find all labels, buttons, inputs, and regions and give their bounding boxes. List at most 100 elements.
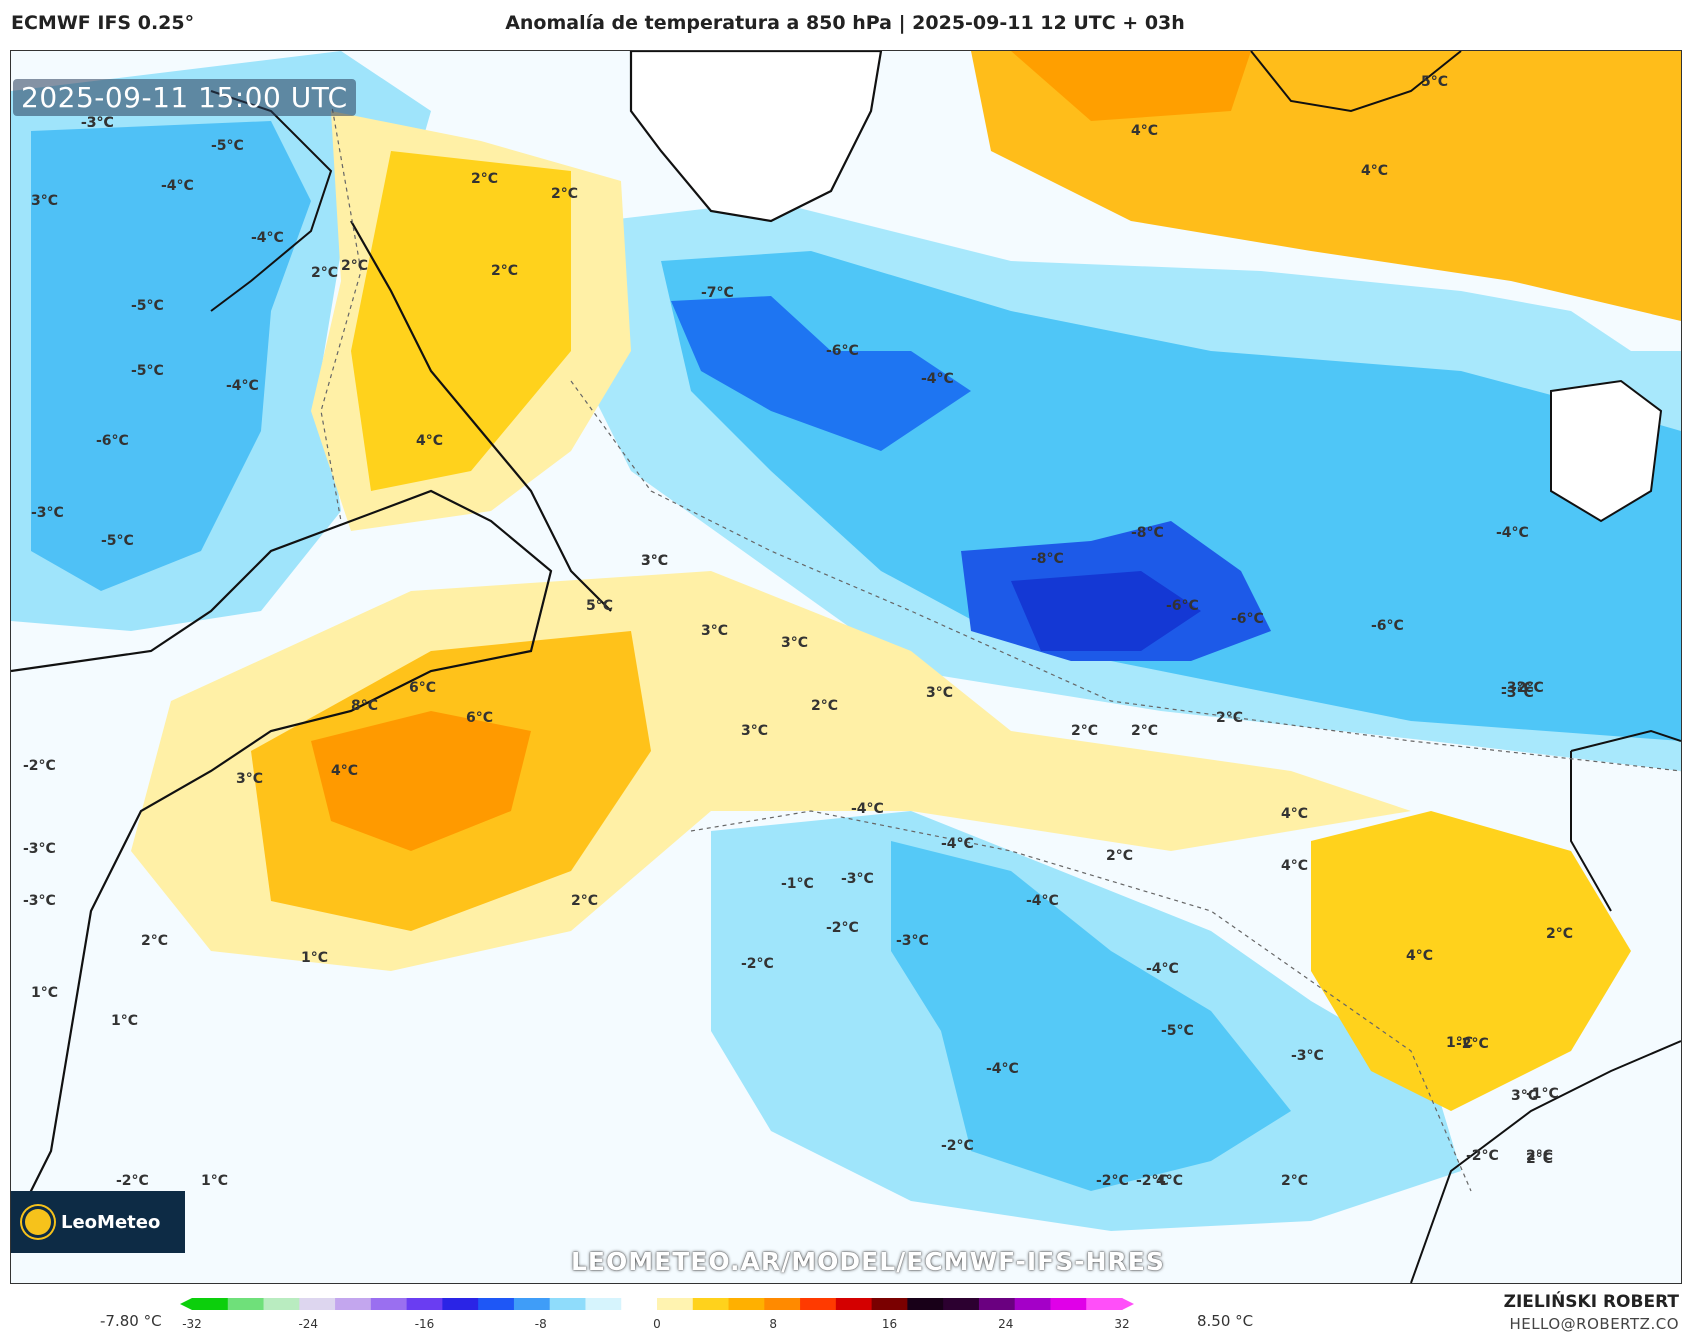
contour-label: -3°C: [81, 115, 114, 131]
warm-anomaly-canada-core: [351, 151, 571, 491]
contour-label: 2°C: [311, 265, 338, 281]
contour-label: -5°C: [131, 363, 164, 379]
colorbar-swatch: [692, 1298, 730, 1310]
contour-label: 3°C: [1511, 1088, 1538, 1104]
colorbar-swatch: [263, 1298, 300, 1310]
contour-label: 4°C: [1156, 1173, 1183, 1189]
colorbar-right-arrow: [1122, 1298, 1134, 1310]
contour-label: 1°C: [111, 1013, 138, 1029]
contour-label: 3°C: [31, 193, 58, 209]
anomaly-map: -3°C -5°C -4°C -4°C 3°C 2°C -5°C -5°C -4°C -6°C -3…: [11, 51, 1681, 1283]
contour-label: 5°C: [586, 598, 613, 614]
source-url-watermark: LEOMETEO.AR/MODEL/ECMWF-IFS-HRES: [571, 1247, 1165, 1276]
coastline-greenland: [629, 51, 883, 223]
contour-label: -6°C: [96, 433, 129, 449]
contour-zero-south: [690, 810, 1472, 1192]
contour-label: -4°C: [921, 371, 954, 387]
colorbar-swatch: [907, 1298, 944, 1310]
contour-label: -7°C: [701, 285, 734, 301]
leometeo-logo[interactable]: LeoMeteo: [11, 1191, 185, 1253]
contour-label: -5°C: [211, 138, 244, 154]
contour-label: -3°C: [1291, 1048, 1324, 1064]
contour-label: -2°C: [1456, 1036, 1489, 1052]
contour-label: 3°C: [641, 553, 668, 569]
contour-label: 2°C: [491, 263, 518, 279]
contour-label: -4°C: [251, 230, 284, 246]
contour-label: 3°C: [926, 685, 953, 701]
warm-anomaly-northeast: [971, 51, 1681, 321]
coastline-africa: [1410, 1040, 1681, 1283]
contour-label: -6°C: [826, 343, 859, 359]
contour-zero-north: [570, 380, 1681, 772]
sun-icon: [25, 1209, 51, 1235]
contour-label: 5°C: [1421, 74, 1448, 90]
contour-label: -3°C: [23, 841, 56, 857]
contour-label: -5°C: [1161, 1023, 1194, 1039]
contour-label: 4°C: [1406, 948, 1433, 964]
contour-label: -4°C: [986, 1061, 1019, 1077]
contour-label: 4°C: [1131, 123, 1158, 139]
colorbar-swatch: [621, 1298, 658, 1310]
cold-anomaly-labrador-core: [31, 121, 311, 591]
contour-label: 2°C: [571, 893, 598, 909]
colorbar-swatch: [299, 1298, 336, 1310]
contour-label: 3°C: [701, 623, 728, 639]
contour-label: 4°C: [331, 763, 358, 779]
contour-label: 2°C: [1281, 1173, 1308, 1189]
colorbar-tick-label: -8: [535, 1317, 547, 1331]
contour-label: -4°C: [1146, 961, 1179, 977]
colorbar-max-label: 8.50 °C: [1197, 1312, 1254, 1330]
colorbar-swatch: [978, 1298, 1016, 1310]
colorbar-scale: -32 -24 -16 -8 0 8 16 24 32: [180, 1298, 1134, 1331]
contour-label: -1°C: [1526, 1086, 1559, 1102]
map-panel[interactable]: -3°C -5°C -4°C -4°C 3°C 2°C -5°C -5°C -4°C -6°C -3…: [10, 50, 1682, 1284]
contour-label: 4°C: [1361, 163, 1388, 179]
colorbar-swatch: [871, 1298, 908, 1310]
colorbar-swatch: [1014, 1298, 1051, 1310]
colorbar-tick-label: -24: [298, 1317, 318, 1331]
contour-label: -4°C: [941, 836, 974, 852]
colorbar-swatch: [764, 1298, 801, 1310]
colorbar-swatch: [585, 1298, 622, 1310]
contour-label: 3°C: [781, 635, 808, 651]
colorbar-tick-label: 16: [882, 1317, 897, 1331]
contour-label: 2°C: [1131, 723, 1158, 739]
contour-label: -4°C: [226, 378, 259, 394]
contour-label: -8°C: [1031, 551, 1064, 567]
colorbar-swatch: [1050, 1298, 1087, 1310]
colorbar-tick-label: -16: [415, 1317, 435, 1331]
contour-label: 2°C: [811, 698, 838, 714]
contour-label: -2°C: [1136, 1173, 1169, 1189]
contour-label: 2°C: [471, 171, 498, 187]
contour-label: -8°C: [1131, 525, 1164, 541]
cold-anomaly-subtropical-core: [891, 841, 1291, 1191]
coastline-labrador: [350, 220, 612, 612]
contour-label: -5°C: [131, 298, 164, 314]
model-name: ECMWF IFS 0.25°: [11, 12, 195, 34]
author-email[interactable]: HELLO@ROBERTZ.CO: [1509, 1315, 1679, 1333]
contour-label: 2°C: [1526, 1151, 1553, 1167]
contour-label: 4°C: [1281, 806, 1308, 822]
contour-label: -6°C: [1371, 618, 1404, 634]
contour-label: 1°C: [201, 1173, 228, 1189]
map-title: Anomalía de temperatura a 850 hPa | 2025…: [505, 12, 1185, 34]
colorbar-tick-label: 32: [1114, 1317, 1129, 1331]
contour-label: 4°C: [1281, 858, 1308, 874]
contour-label: -3°C: [841, 871, 874, 887]
colorbar-swatch: [728, 1298, 765, 1310]
contour-label: 2°C: [1216, 710, 1243, 726]
contour-label: -2°C: [741, 956, 774, 972]
contour-label: -3°C: [1501, 680, 1534, 696]
coastline-north-america: [11, 489, 553, 1232]
contour-label: -1°C: [781, 876, 814, 892]
contour-label: -3°C: [23, 893, 56, 909]
colorbar-swatch: [800, 1298, 837, 1310]
contour-label: -2°C: [116, 1173, 149, 1189]
contour-label: 3°C: [236, 771, 263, 787]
contour-label: 2°C: [1526, 1148, 1553, 1164]
contour-label: -6°C: [1231, 611, 1264, 627]
colorbar-tick-label: -32: [182, 1317, 202, 1331]
warm-anomaly-iberia: [1311, 811, 1631, 1111]
colorbar-swatch: [406, 1298, 443, 1310]
contour-label: -5°C: [101, 533, 134, 549]
